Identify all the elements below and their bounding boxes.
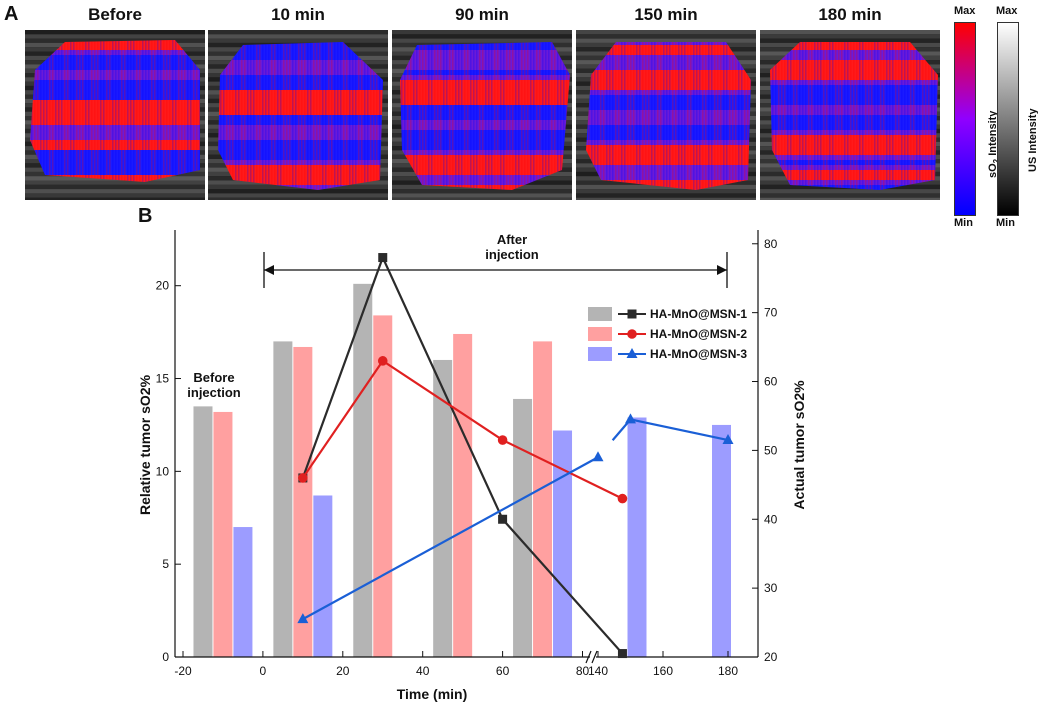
y-right-tick-label: 60 xyxy=(764,375,778,389)
panel-b-label: B xyxy=(138,205,153,227)
y-right-tick-label: 20 xyxy=(764,650,778,664)
bar xyxy=(293,346,313,657)
bar xyxy=(193,406,213,657)
bar xyxy=(373,315,393,657)
image-title: 180 min xyxy=(818,5,882,24)
x-tick-label: 40 xyxy=(416,664,430,678)
y-left-axis-label: Relative tumor sO2% xyxy=(137,374,153,515)
arrowhead-left xyxy=(264,265,274,275)
y-left-tick-label: 15 xyxy=(156,372,170,386)
before-injection-label: Before xyxy=(193,370,234,385)
before-injection-label: injection xyxy=(187,385,241,400)
y-left-tick-label: 0 xyxy=(162,650,169,664)
series-line xyxy=(302,456,599,621)
legend-swatch xyxy=(588,307,612,321)
bar xyxy=(533,341,553,657)
us-colorbar xyxy=(997,22,1019,216)
bar xyxy=(513,398,533,657)
y-left-tick-label: 10 xyxy=(156,464,170,478)
series-line xyxy=(301,254,624,655)
bar xyxy=(213,411,233,657)
bar xyxy=(453,333,473,657)
bars-layer xyxy=(193,283,731,657)
x-tick-label: 160 xyxy=(653,664,673,678)
us-colorbar-min: Min xyxy=(996,217,1015,229)
bar xyxy=(553,430,573,657)
so2-colorbar-max: Max xyxy=(954,5,976,17)
x-tick-label: 60 xyxy=(496,664,510,678)
y-right-axis-label: Actual tumor sO2% xyxy=(791,380,807,510)
photoacoustic-image xyxy=(25,30,205,200)
x-tick-label: 180 xyxy=(718,664,738,678)
bar xyxy=(233,527,253,657)
bar xyxy=(627,417,647,657)
x-tick-label: 20 xyxy=(336,664,350,678)
x-axis-label: Time (min) xyxy=(397,686,468,702)
bar xyxy=(273,341,293,657)
y-left-tick-label: 5 xyxy=(162,557,169,571)
data-point xyxy=(625,413,636,424)
x-tick-label: -20 xyxy=(174,664,192,678)
bar xyxy=(712,424,731,657)
image-title: 90 min xyxy=(455,5,509,24)
series-line xyxy=(630,418,729,442)
after-injection-label: After xyxy=(497,232,527,247)
image-title: Before xyxy=(88,5,142,24)
data-point xyxy=(377,356,388,366)
axes-layer xyxy=(174,230,759,664)
lines-layer xyxy=(297,253,734,659)
y-right-tick-label: 50 xyxy=(764,443,778,457)
data-point xyxy=(627,309,637,319)
y-right-tick-label: 40 xyxy=(764,512,778,526)
data-point xyxy=(297,613,309,624)
so2-colorbar xyxy=(954,22,976,216)
data-point xyxy=(627,329,637,339)
photoacoustic-image xyxy=(392,30,572,200)
data-point xyxy=(497,435,508,445)
data-point xyxy=(626,348,638,358)
legend-label: HA-MnO@MSN-3 xyxy=(650,347,747,361)
bar xyxy=(313,495,333,657)
us-colorbar-max: Max xyxy=(996,5,1018,17)
data-point xyxy=(617,493,628,504)
data-point xyxy=(298,473,308,483)
y-left-tick-label: 20 xyxy=(156,279,170,293)
bar xyxy=(353,283,373,657)
data-point xyxy=(592,451,604,462)
legend-swatch xyxy=(588,347,612,361)
photoacoustic-image xyxy=(208,30,388,200)
data-point xyxy=(498,514,508,524)
image-title: 150 min xyxy=(634,5,698,24)
axis-break xyxy=(585,650,592,664)
after-injection-label: injection xyxy=(485,247,539,262)
legend-label: HA-MnO@MSN-2 xyxy=(650,327,747,341)
x-tick-label: 0 xyxy=(260,664,267,678)
series-line xyxy=(301,359,623,500)
panel-a-label: A xyxy=(4,3,19,25)
data-point xyxy=(378,253,388,263)
image-title: 10 min xyxy=(271,5,325,24)
y-right-tick-label: 80 xyxy=(764,237,778,251)
data-point xyxy=(722,434,734,445)
axis-break xyxy=(591,650,598,664)
bar xyxy=(433,359,453,657)
y-right-tick-label: 30 xyxy=(764,581,778,595)
legend-label: HA-MnO@MSN-1 xyxy=(650,307,747,321)
x-tick-label: 140 xyxy=(588,664,608,678)
y-right-tick-label: 70 xyxy=(764,306,778,320)
data-point xyxy=(617,649,627,659)
x-tick-label: 80 xyxy=(576,664,590,678)
photoacoustic-image xyxy=(760,30,940,200)
legend-swatch xyxy=(588,327,612,341)
photoacoustic-image xyxy=(576,30,756,200)
arrowhead-right xyxy=(717,265,727,275)
so2-colorbar-min: Min xyxy=(954,217,973,229)
